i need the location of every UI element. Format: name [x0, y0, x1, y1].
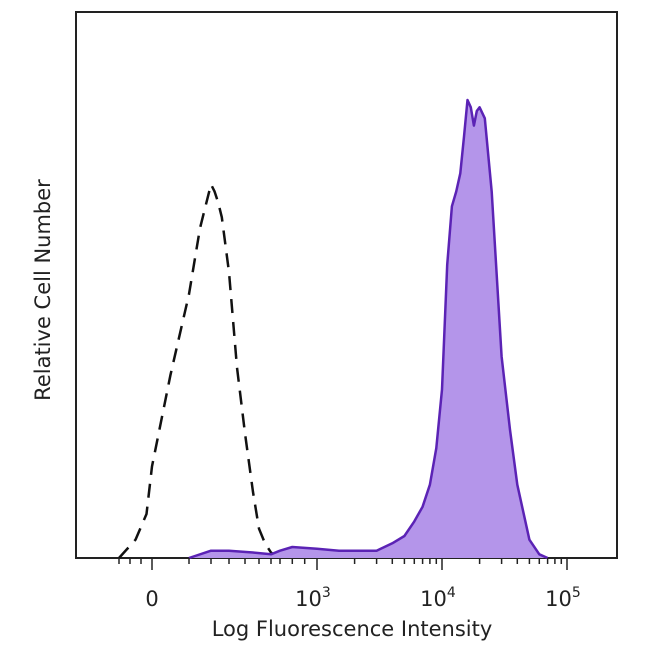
- series-1-area: [189, 100, 548, 558]
- x-axis-label: Log Fluorescence Intensity: [212, 617, 493, 641]
- x-tick-layer: 0 103 104 105: [118, 558, 581, 611]
- series-0-line: [118, 183, 281, 560]
- x-tick-label: 105: [545, 585, 581, 611]
- y-axis-label: Relative Cell Number: [31, 179, 55, 401]
- x-tick-label: 0: [145, 587, 158, 611]
- series-1-line: [188, 98, 549, 560]
- x-tick-label: 104: [420, 585, 456, 611]
- x-tick-label: 103: [295, 585, 331, 611]
- series-layer: [118, 98, 549, 560]
- plot-frame: [75, 11, 618, 559]
